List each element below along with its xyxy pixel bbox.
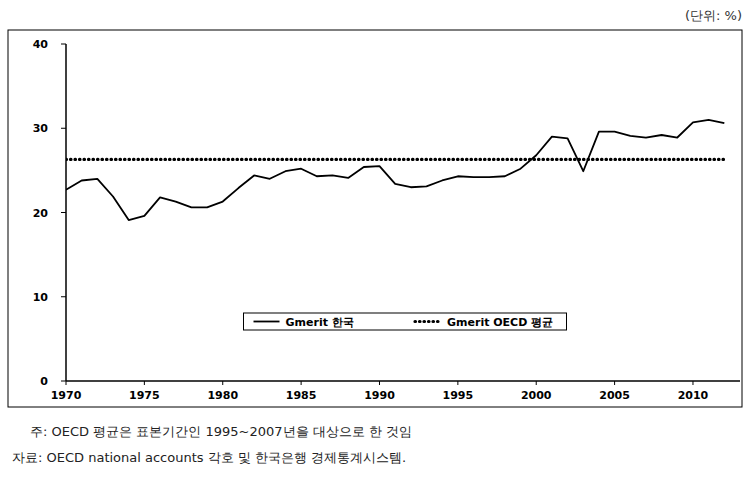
x-tick [222,381,223,385]
y-tick-label: 10 [33,291,49,304]
note: 주: OECD 평균은 표본기간인 1995~2007년을 대상으로 한 것임 [30,424,412,439]
legend: Gmerit 한국 Gmerit OECD 평균 [244,313,567,330]
x-tick [457,381,458,385]
x-tick [379,381,380,385]
y-tick [61,212,66,213]
x-tick-label: 1970 [51,389,82,402]
legend-box [244,313,567,330]
y-tick-label: 20 [33,207,49,220]
series-line [66,158,724,161]
x-tick-label: 2000 [521,389,552,402]
chart: (단위: %) 0 10 20 30 40 1970 1975 1980 1985 1990 1995… [0,0,748,489]
series-line [66,120,724,220]
plot-area [66,120,724,220]
x-tick [536,381,537,385]
y-tick-label: 30 [33,122,49,135]
y-tick [61,44,66,45]
unit-label: (단위: %) [685,8,742,23]
legend-swatch [415,320,441,323]
y-tick [61,296,66,297]
note: 자료: OECD national accounts 각호 및 한국은행 경제통… [12,450,406,465]
x-tick-label: 2010 [678,389,709,402]
y-tick-label: 0 [40,375,48,388]
x-tick [144,381,145,385]
x-tick [692,381,693,385]
x-axis [66,380,740,382]
x-tick-label: 1995 [443,389,474,402]
x-tick-label: 1985 [286,389,317,402]
legend-label: Gmerit 한국 [286,316,354,329]
x-tick [66,381,67,385]
legend-label: Gmerit OECD 평균 [447,316,553,329]
x-tick-label: 1975 [129,389,160,402]
x-tick-label: 1990 [364,389,395,402]
x-tick-label: 2005 [599,389,630,402]
x-tick [614,381,615,385]
x-tick-label: 1980 [207,389,238,402]
chart-frame [8,30,742,407]
legend-swatch [254,321,280,323]
y-tick-label: 40 [33,38,49,51]
y-tick [61,381,66,382]
x-tick [301,381,302,385]
y-tick [61,128,66,129]
